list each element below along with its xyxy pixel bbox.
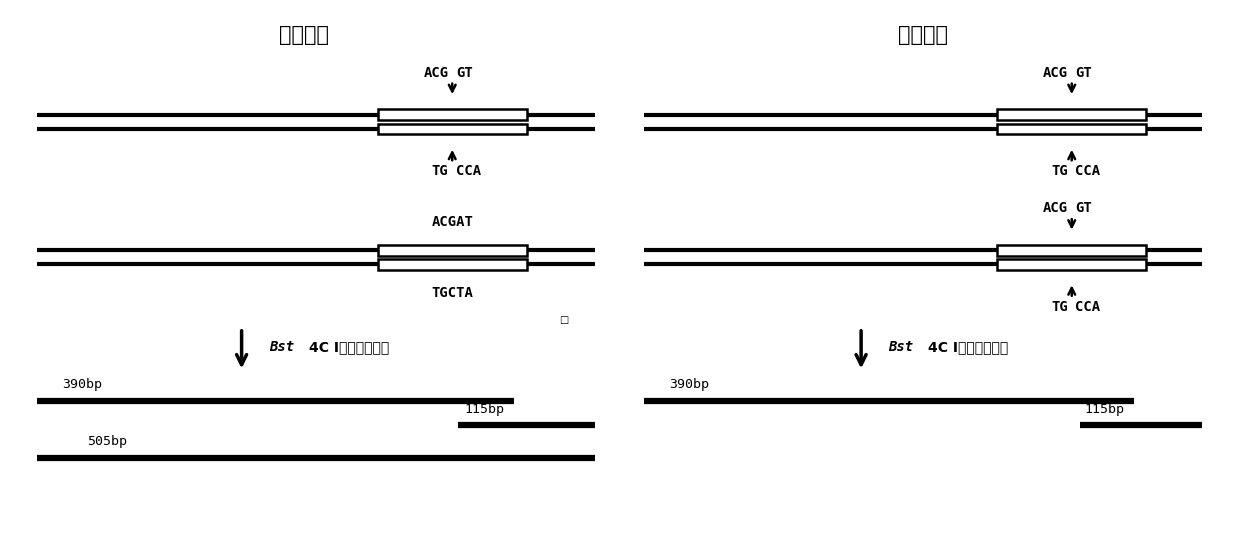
Bar — [997, 109, 1146, 120]
Text: CCA: CCA — [456, 164, 481, 178]
Text: 390bp: 390bp — [669, 378, 709, 391]
Text: 390bp: 390bp — [62, 378, 102, 391]
Text: GT: GT — [456, 66, 473, 80]
Text: 115bp: 115bp — [1084, 403, 1124, 416]
Bar — [378, 245, 527, 256]
Bar — [378, 109, 527, 120]
Text: TGCTA: TGCTA — [431, 286, 473, 300]
Text: CCA: CCA — [1075, 164, 1100, 178]
Text: 115bp: 115bp — [465, 403, 504, 416]
Bar — [378, 259, 527, 270]
Text: Bst: Bst — [888, 340, 913, 354]
Text: □: □ — [559, 315, 569, 325]
Text: ACG: ACG — [424, 66, 449, 80]
Text: GT: GT — [1075, 66, 1093, 80]
Text: 白肉蜜柚: 白肉蜜柚 — [898, 25, 948, 45]
Text: CCA: CCA — [1075, 300, 1100, 314]
Bar — [997, 259, 1146, 270]
Bar — [378, 124, 527, 134]
Text: 4C I限制性内切酶: 4C I限制性内切酶 — [928, 340, 1009, 354]
Text: TG: TG — [431, 164, 449, 178]
Text: TG: TG — [1051, 300, 1068, 314]
Text: TG: TG — [1051, 164, 1068, 178]
Text: GT: GT — [1075, 201, 1093, 215]
Text: ACG: ACG — [1043, 66, 1068, 80]
Bar — [997, 245, 1146, 256]
Text: ACGAT: ACGAT — [431, 215, 473, 229]
Text: 4C I限制性内切酶: 4C I限制性内切酶 — [309, 340, 389, 354]
Bar — [997, 124, 1146, 134]
Text: 505bp: 505bp — [87, 435, 126, 448]
Text: Bst: Bst — [269, 340, 294, 354]
Text: 黄肉蜜柚: 黄肉蜜柚 — [279, 25, 328, 45]
Text: ACG: ACG — [1043, 201, 1068, 215]
